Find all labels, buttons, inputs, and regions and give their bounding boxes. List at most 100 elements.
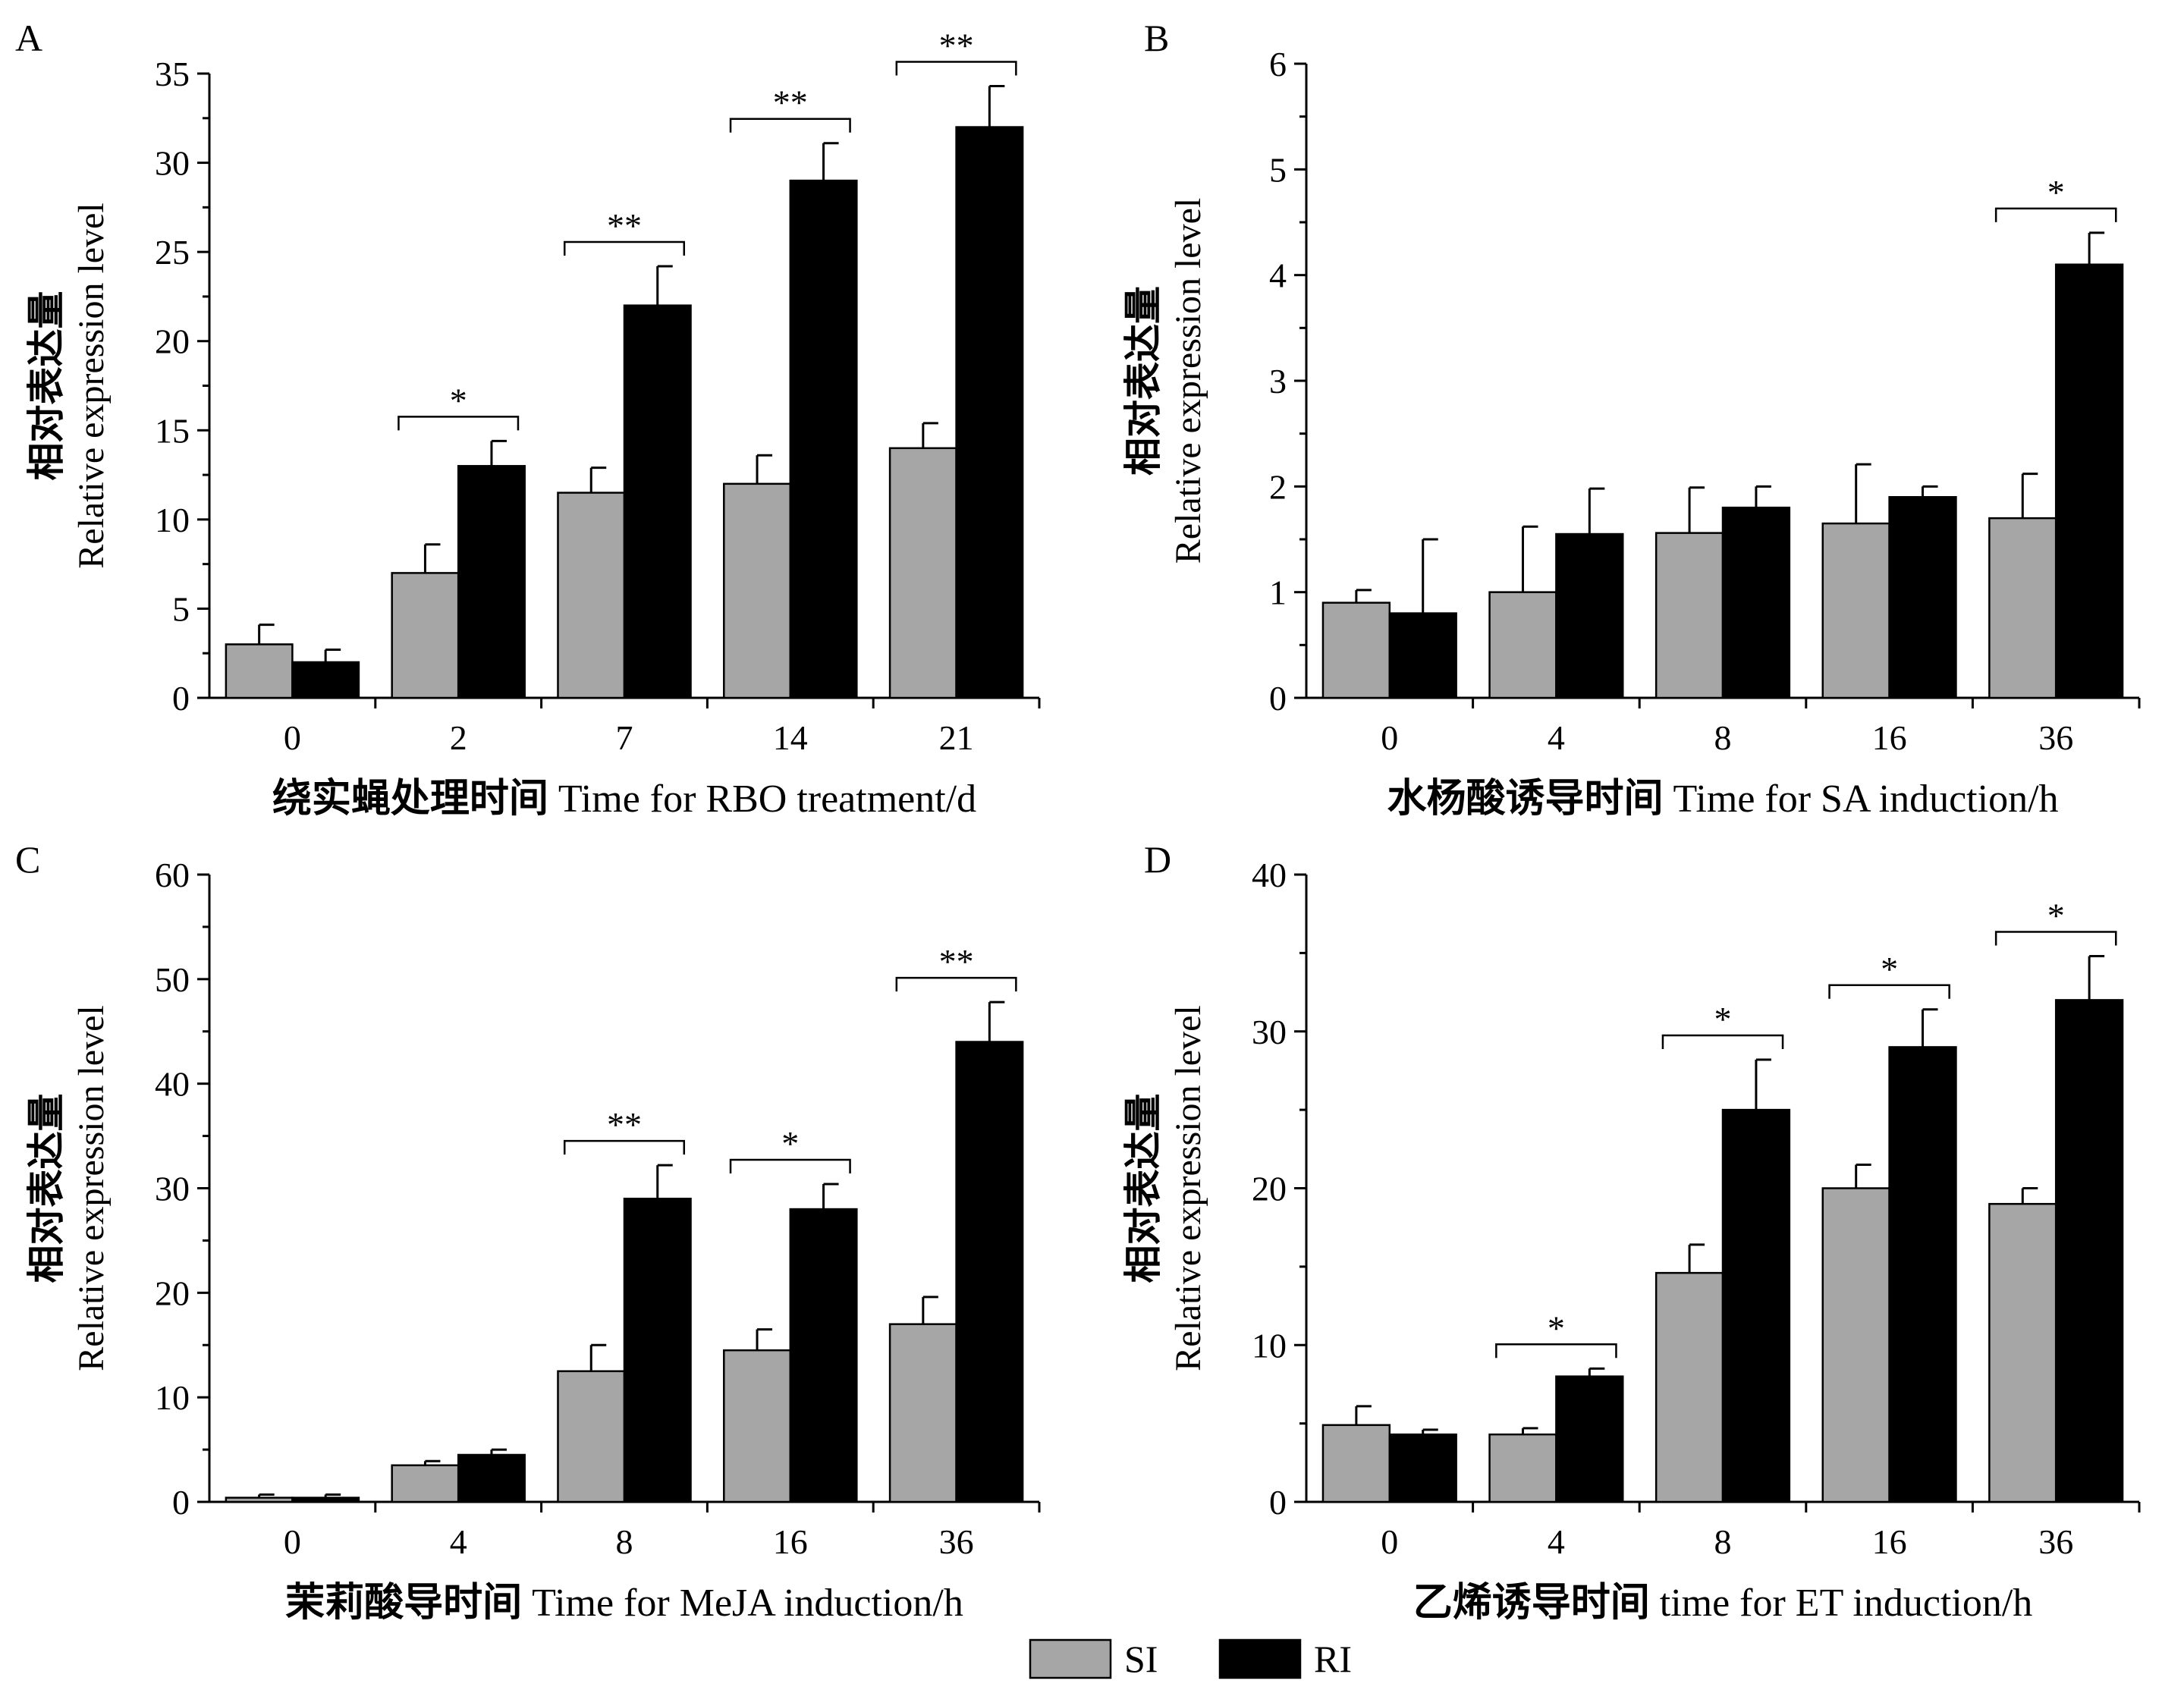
bar-si: [1321, 1424, 1391, 1503]
bar-ri: [955, 126, 1024, 699]
y-tick-label: 0: [172, 679, 190, 718]
x-tick-label: 16: [1872, 1522, 1907, 1561]
x-axis-label-space: [548, 777, 558, 821]
legend-label-ri: RI: [1314, 1638, 1352, 1680]
x-tick-label: 0: [284, 1522, 301, 1561]
x-axis-label-cn: 水杨酸诱导时间: [1387, 776, 1663, 821]
bar-si: [1488, 1433, 1557, 1503]
legend-swatch-ri: [1218, 1638, 1302, 1679]
bar-ri: [291, 661, 360, 699]
legend-label-si: SI: [1124, 1638, 1158, 1680]
bar-si: [225, 1497, 294, 1503]
y-tick-label: 30: [1252, 1013, 1287, 1051]
y-tick-label: 40: [1252, 856, 1287, 894]
y-tick-label: 4: [1269, 256, 1287, 295]
x-axis-label-cn: 乙烯诱导时间: [1413, 1580, 1650, 1626]
y-tick-label: 40: [155, 1065, 190, 1104]
y-tick-label: 20: [155, 322, 190, 361]
y-tick-label: 10: [1252, 1326, 1287, 1365]
bar-si: [391, 1464, 460, 1503]
y-tick-label: 10: [155, 1378, 190, 1417]
bar-si: [888, 447, 957, 699]
bar-ri: [623, 1198, 692, 1503]
bar-ri: [2054, 999, 2124, 1503]
significance-label: **: [939, 26, 974, 64]
bar-si: [1988, 1202, 2057, 1503]
significance-bracket: [1994, 207, 2117, 222]
bar-ri: [1721, 506, 1791, 699]
bar-si: [225, 643, 294, 699]
significance-bracket: [1495, 1343, 1617, 1359]
bar-si: [557, 1370, 626, 1503]
x-tick-label: 16: [1872, 718, 1907, 757]
y-tick-label: 50: [155, 960, 190, 999]
significance-label: *: [1714, 1000, 1732, 1038]
x-axis-label-space: [1664, 777, 1673, 821]
x-axis-label-en: Time for MeJA induction/h: [532, 1582, 963, 1625]
significance-label: *: [1881, 950, 1898, 988]
y-tick-label: 30: [155, 1170, 190, 1208]
significance-label: *: [1548, 1308, 1565, 1347]
bar-si: [1988, 517, 2057, 699]
x-tick-label: 16: [773, 1522, 808, 1561]
x-axis-label: 茉莉酸导时间 Time for MeJA induction/h: [285, 1580, 963, 1626]
significance-label: **: [607, 1105, 642, 1144]
x-tick-label: 8: [616, 1522, 633, 1561]
significance-label: **: [939, 942, 974, 981]
bar-si: [557, 492, 626, 699]
y-tick-label: 0: [1269, 1483, 1287, 1522]
significance-label: *: [2047, 173, 2065, 212]
y-axis-label-en: Relative expression level: [71, 1005, 112, 1371]
panel-tag: A: [15, 17, 42, 59]
y-tick-label: 25: [155, 233, 190, 272]
significance-bracket: [1661, 1034, 1784, 1049]
x-axis-label-cn: 绕实蝇处理时间: [272, 776, 548, 821]
y-tick-label: 60: [155, 856, 190, 894]
x-tick-label: 2: [450, 718, 467, 757]
bar-si: [1654, 1271, 1724, 1503]
y-tick-label: 35: [155, 55, 190, 93]
significance-bracket: [729, 1158, 851, 1173]
significance-bracket: [398, 416, 520, 431]
panel-tag: B: [1144, 17, 1169, 59]
bar-ri: [2054, 263, 2124, 699]
y-tick-label: 0: [172, 1483, 190, 1522]
y-axis-label-en: Relative expression level: [1168, 198, 1208, 564]
y-tick-label: 15: [155, 411, 190, 450]
bar-ri: [1555, 1375, 1624, 1503]
panel-a: A 0 5 10 15 20 25 30 35 0 2 * 7 ** 14 ** 21 ** 相对表达量 Relati…: [15, 17, 1041, 821]
y-tick-label: 2: [1269, 467, 1287, 506]
bar-ri: [1388, 1433, 1457, 1503]
bar-ri: [1721, 1108, 1791, 1503]
significance-bracket: [895, 61, 1017, 76]
bar-si: [1321, 602, 1391, 699]
significance-label: *: [781, 1124, 799, 1163]
x-axis-label: 乙烯诱导时间 time for ET induction/h: [1413, 1580, 2033, 1626]
x-axis-label-cn: 茉莉酸导时间: [285, 1580, 522, 1626]
panel-tag: D: [1144, 838, 1171, 881]
panel-b: B 0 1 2 3 4 5 6 0 4 8 16 36 * 相对表达量 Relative expression…: [1121, 17, 2141, 821]
panel-c: C 0 10 20 30 40 50 60 0 4 8 ** 16 * 36 ** 相对表达量 Relative …: [15, 838, 1041, 1626]
y-tick-label: 10: [155, 501, 190, 539]
y-tick-label: 30: [155, 144, 190, 183]
x-tick-label: 14: [773, 718, 808, 757]
panel-d: D 0 10 20 30 40 0 4 * 8 * 16 * 36 * 相对表达量 Relative expre…: [1121, 838, 2141, 1626]
bar-ri: [457, 465, 526, 699]
y-tick-label: 5: [172, 589, 190, 628]
bar-ri: [955, 1041, 1024, 1503]
x-axis-label-en: Time for RBO treatment/d: [558, 777, 976, 821]
significance-bracket: [563, 240, 686, 256]
bar-si: [1821, 1187, 1890, 1503]
x-tick-label: 4: [1548, 718, 1565, 757]
y-tick-label: 0: [1269, 679, 1287, 718]
x-tick-label: 4: [1548, 1522, 1565, 1561]
significance-label: *: [450, 381, 467, 419]
x-tick-label: 0: [284, 718, 301, 757]
bar-ri: [1888, 496, 1957, 699]
bar-ri: [789, 1208, 858, 1503]
bar-si: [723, 1349, 792, 1503]
y-axis-label-cn: 相对表达量: [1121, 286, 1165, 476]
significance-bracket: [1994, 931, 2117, 946]
bar-ri: [291, 1497, 360, 1503]
